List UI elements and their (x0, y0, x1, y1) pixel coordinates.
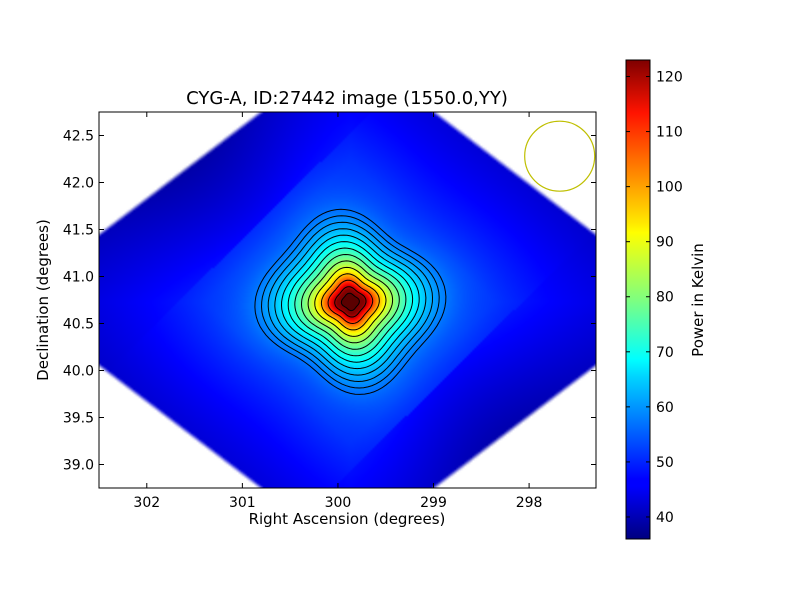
colorbar-tick-label: 80 (656, 290, 674, 306)
y-axis-label: Declination (degrees) (34, 219, 52, 381)
y-tick-label: 42.0 (63, 176, 94, 192)
colorbar-tick-label: 70 (656, 345, 674, 361)
y-tick-label: 39.0 (63, 458, 94, 474)
y-tick-label: 41.0 (63, 270, 94, 286)
colorbar-label: Power in Kelvin (689, 243, 707, 357)
y-tick-label: 41.5 (63, 223, 94, 239)
colorbar-tick-label: 110 (656, 125, 683, 141)
colorbar-tick-label: 50 (656, 455, 674, 471)
colorbar-tick-label: 90 (656, 235, 674, 251)
contour-line (274, 228, 427, 376)
colorbar-tick-label: 40 (656, 510, 674, 526)
colorbar (625, 59, 651, 540)
contour-line (267, 221, 434, 383)
contour-line (287, 241, 414, 363)
contour-line (340, 292, 360, 312)
contour-line (334, 286, 367, 318)
x-axis-ticks: 302 301 300 299 298 (133, 112, 542, 511)
contour-line (294, 247, 407, 357)
contour-line (320, 273, 380, 331)
x-tick-label: 299 (420, 495, 447, 511)
y-tick-label: 40.5 (63, 317, 94, 333)
colorbar-tick-label: 100 (656, 180, 683, 196)
y-tick-label: 40.0 (63, 364, 94, 380)
contour-line (307, 260, 394, 344)
colorbar-tick-label: 120 (656, 70, 683, 86)
x-axis-label: Right Ascension (degrees) (249, 510, 446, 528)
chart-title: CYG-A, ID:27442 image (1550.0,YY) (186, 88, 508, 109)
contour-line (300, 253, 400, 350)
contour-line (327, 279, 374, 325)
x-tick-label: 301 (229, 495, 256, 511)
contour-line (314, 266, 387, 337)
y-tick-label: 42.5 (63, 129, 94, 145)
x-tick-label: 300 (325, 495, 352, 511)
plot-area (99, 112, 596, 488)
contour-line (280, 234, 420, 370)
plot-frame (98, 111, 597, 489)
y-axis-ticks: 39.0 39.5 40.0 40.5 41.0 41.5 42.0 42.5 (63, 129, 596, 474)
contour-lines (254, 208, 447, 395)
y-tick-label: 39.5 (63, 411, 94, 427)
colorbar-ticks: 40 50 60 70 80 90 100 110 120 (626, 70, 683, 526)
colorbar-tick-label: 60 (656, 400, 674, 416)
x-tick-label: 298 (516, 495, 543, 511)
contour-line (260, 215, 440, 389)
contour-line (254, 208, 447, 395)
x-tick-label: 302 (133, 495, 160, 511)
beam-circle-marker (524, 120, 596, 192)
